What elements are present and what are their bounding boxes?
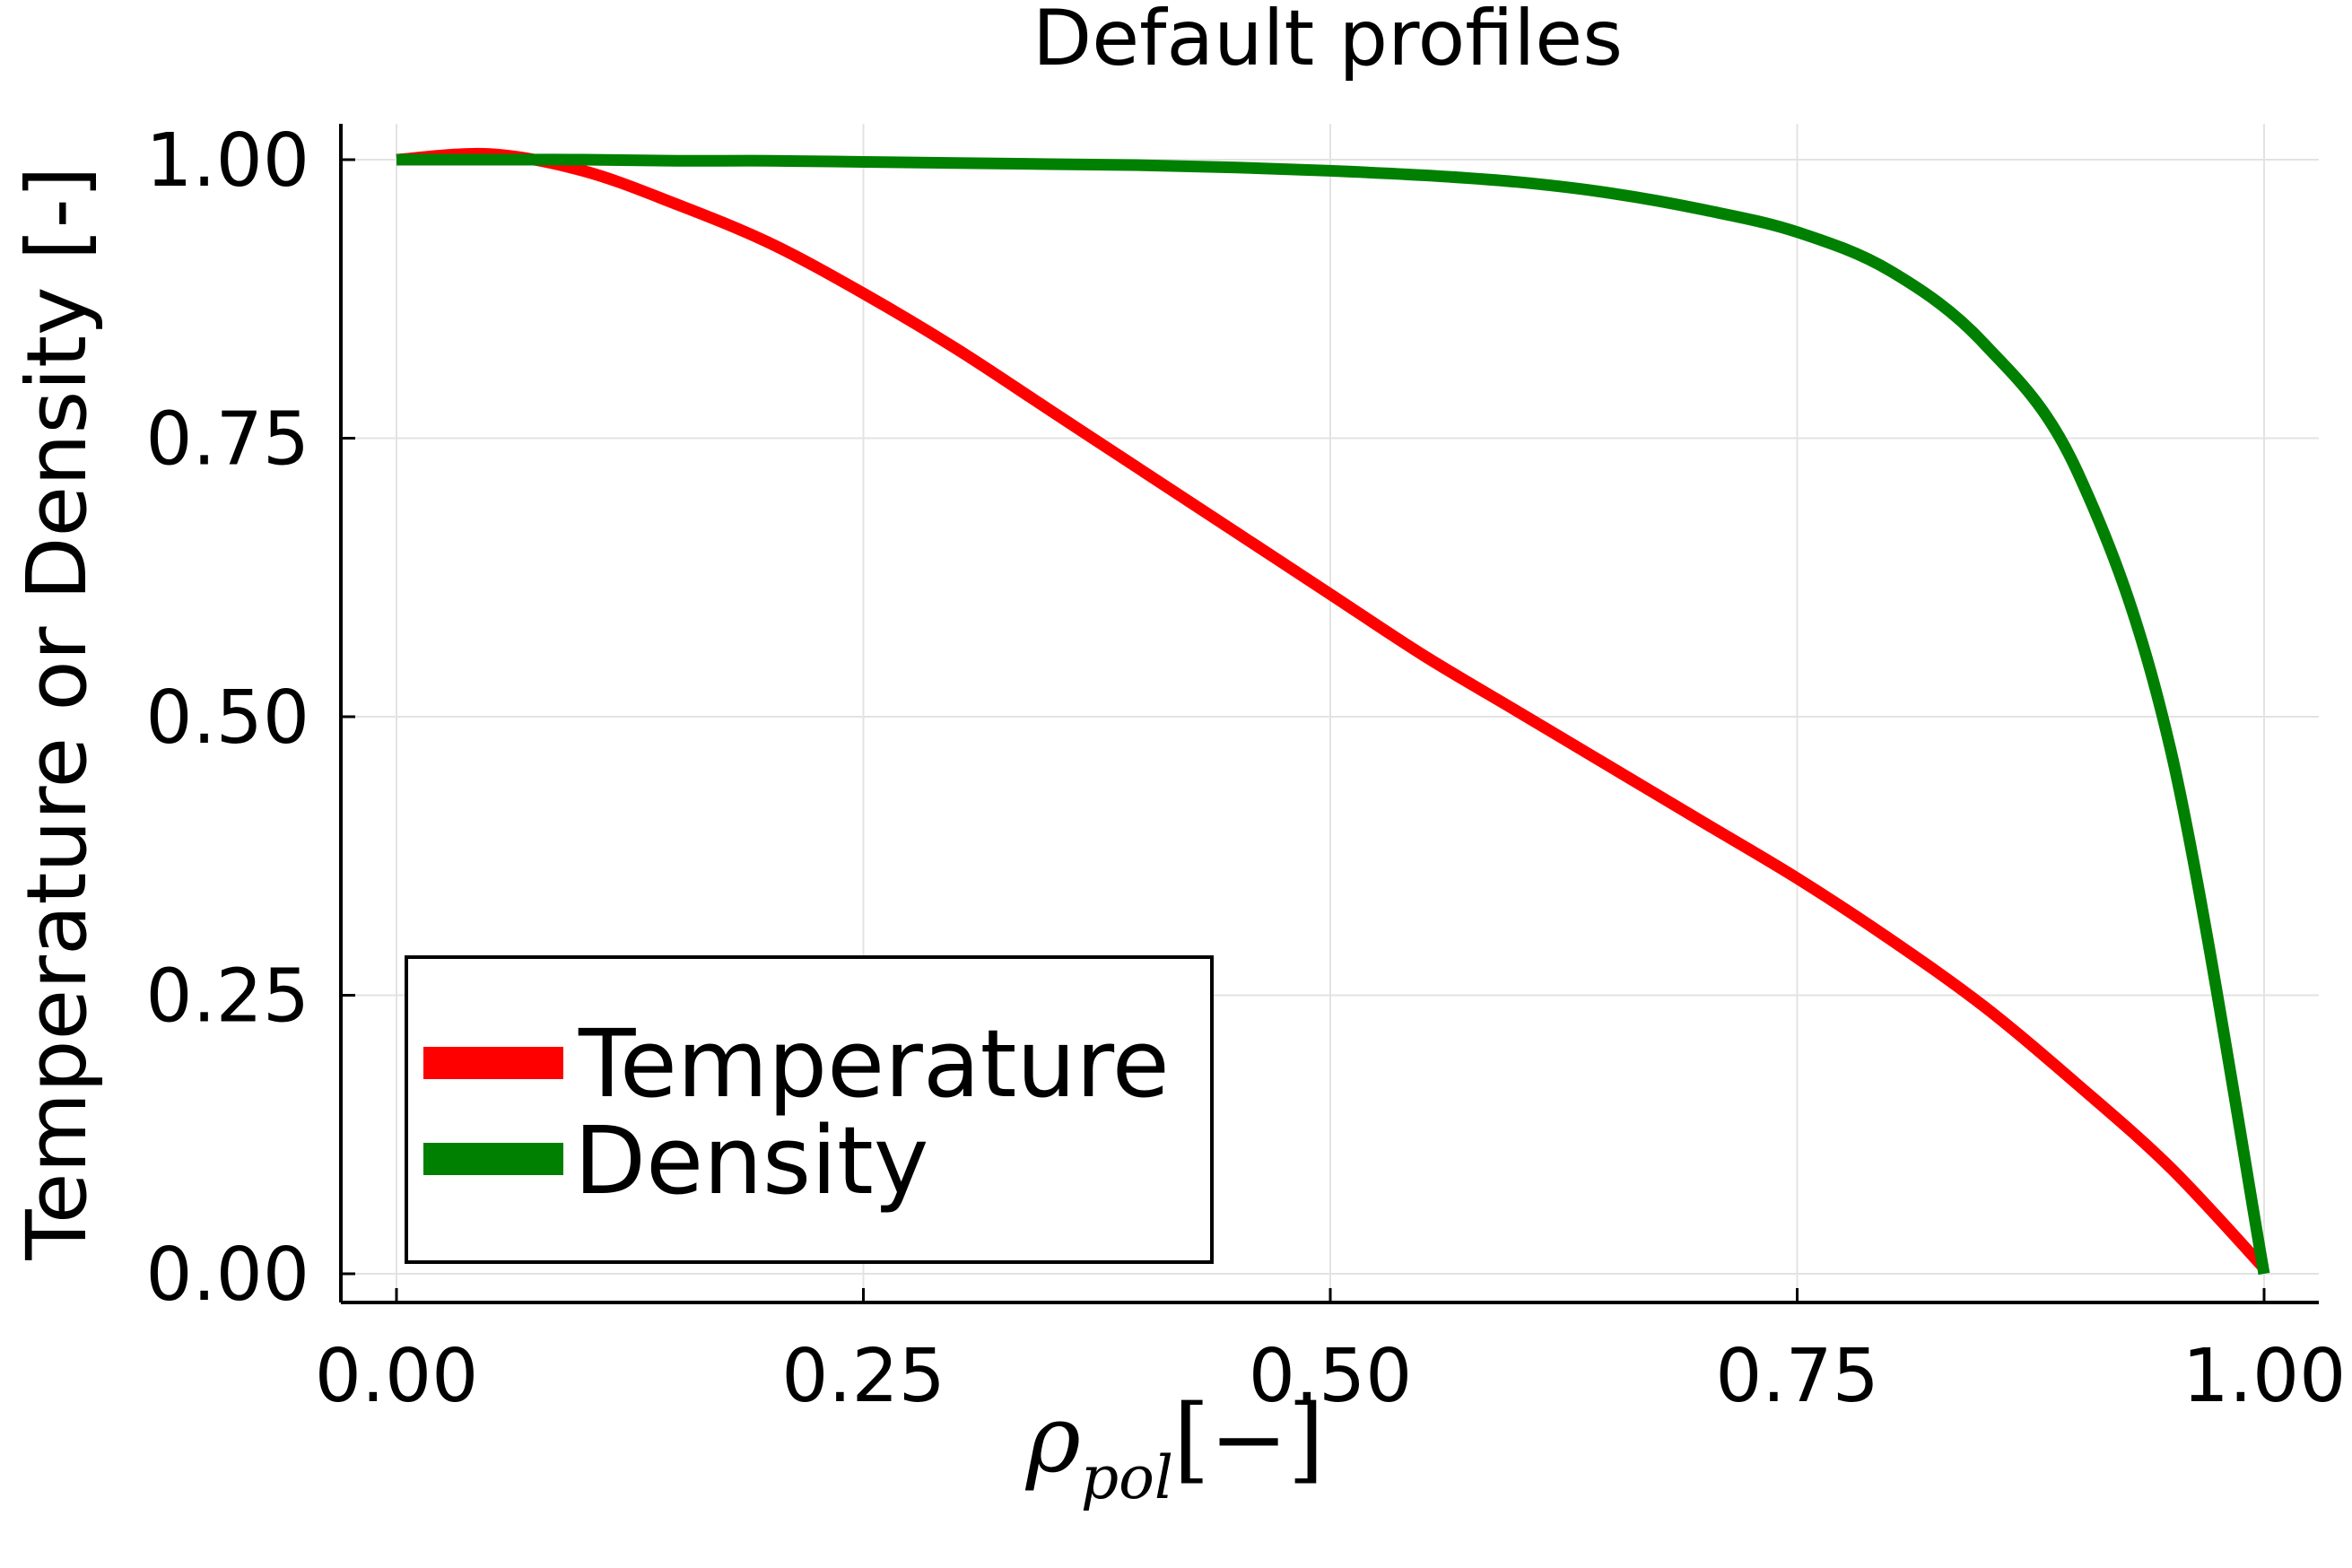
chart-title: Default profiles (1032, 0, 1623, 83)
y-tick-labels: 0.00 0.25 0.50 0.75 1.00 (145, 118, 309, 1318)
axes (339, 124, 2319, 1304)
y-tick-label: 0.25 (145, 954, 309, 1040)
legend-label-temperature: Temperature (578, 1009, 1170, 1119)
y-tick-label: 0.75 (145, 397, 309, 483)
x-tick-label: 1.00 (2182, 1334, 2347, 1419)
legend-box (405, 955, 1214, 1264)
x-axis-label-subscript: pol (1081, 1443, 1173, 1512)
y-axis-label: Temperature or Density [-] (9, 166, 105, 1260)
x-axis-label-unit: [−] (1173, 1384, 1324, 1494)
series-lines (396, 147, 2270, 1276)
x-tick-labels: 0.00 0.25 0.50 0.75 1.00 (315, 1334, 2347, 1419)
series-line-temperature (396, 147, 2269, 1273)
y-tick-label: 0.00 (145, 1233, 309, 1318)
x-axis-label-symbol: ρ (1025, 1384, 1081, 1494)
x-tick-label: 0.50 (1249, 1334, 1413, 1419)
series-line-density (396, 153, 2270, 1276)
legend: Temperature Density (405, 955, 1214, 1264)
y-tick-label: 1.00 (145, 118, 309, 204)
x-tick-label: 0.75 (1715, 1334, 1879, 1419)
x-tick-label: 0.00 (315, 1334, 479, 1419)
x-axis-label: ρpol[−] (1025, 1384, 1325, 1512)
y-tick-label: 0.50 (145, 675, 309, 761)
x-tick-label: 0.25 (781, 1334, 945, 1419)
legend-label-density: Density (574, 1106, 928, 1215)
